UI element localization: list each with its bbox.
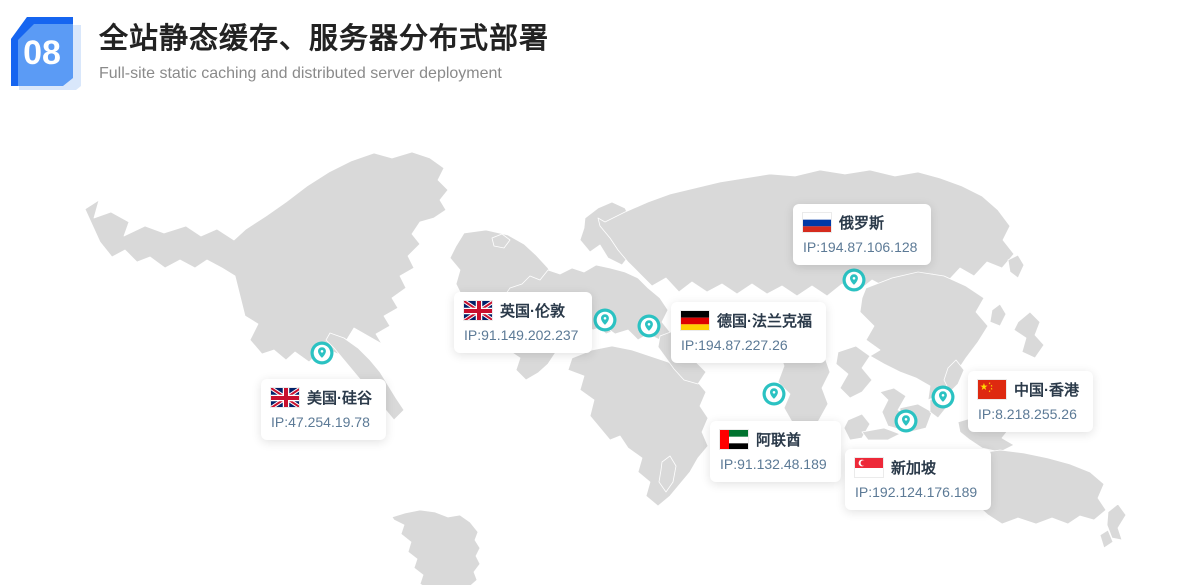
svg-text:08: 08 (23, 34, 61, 72)
